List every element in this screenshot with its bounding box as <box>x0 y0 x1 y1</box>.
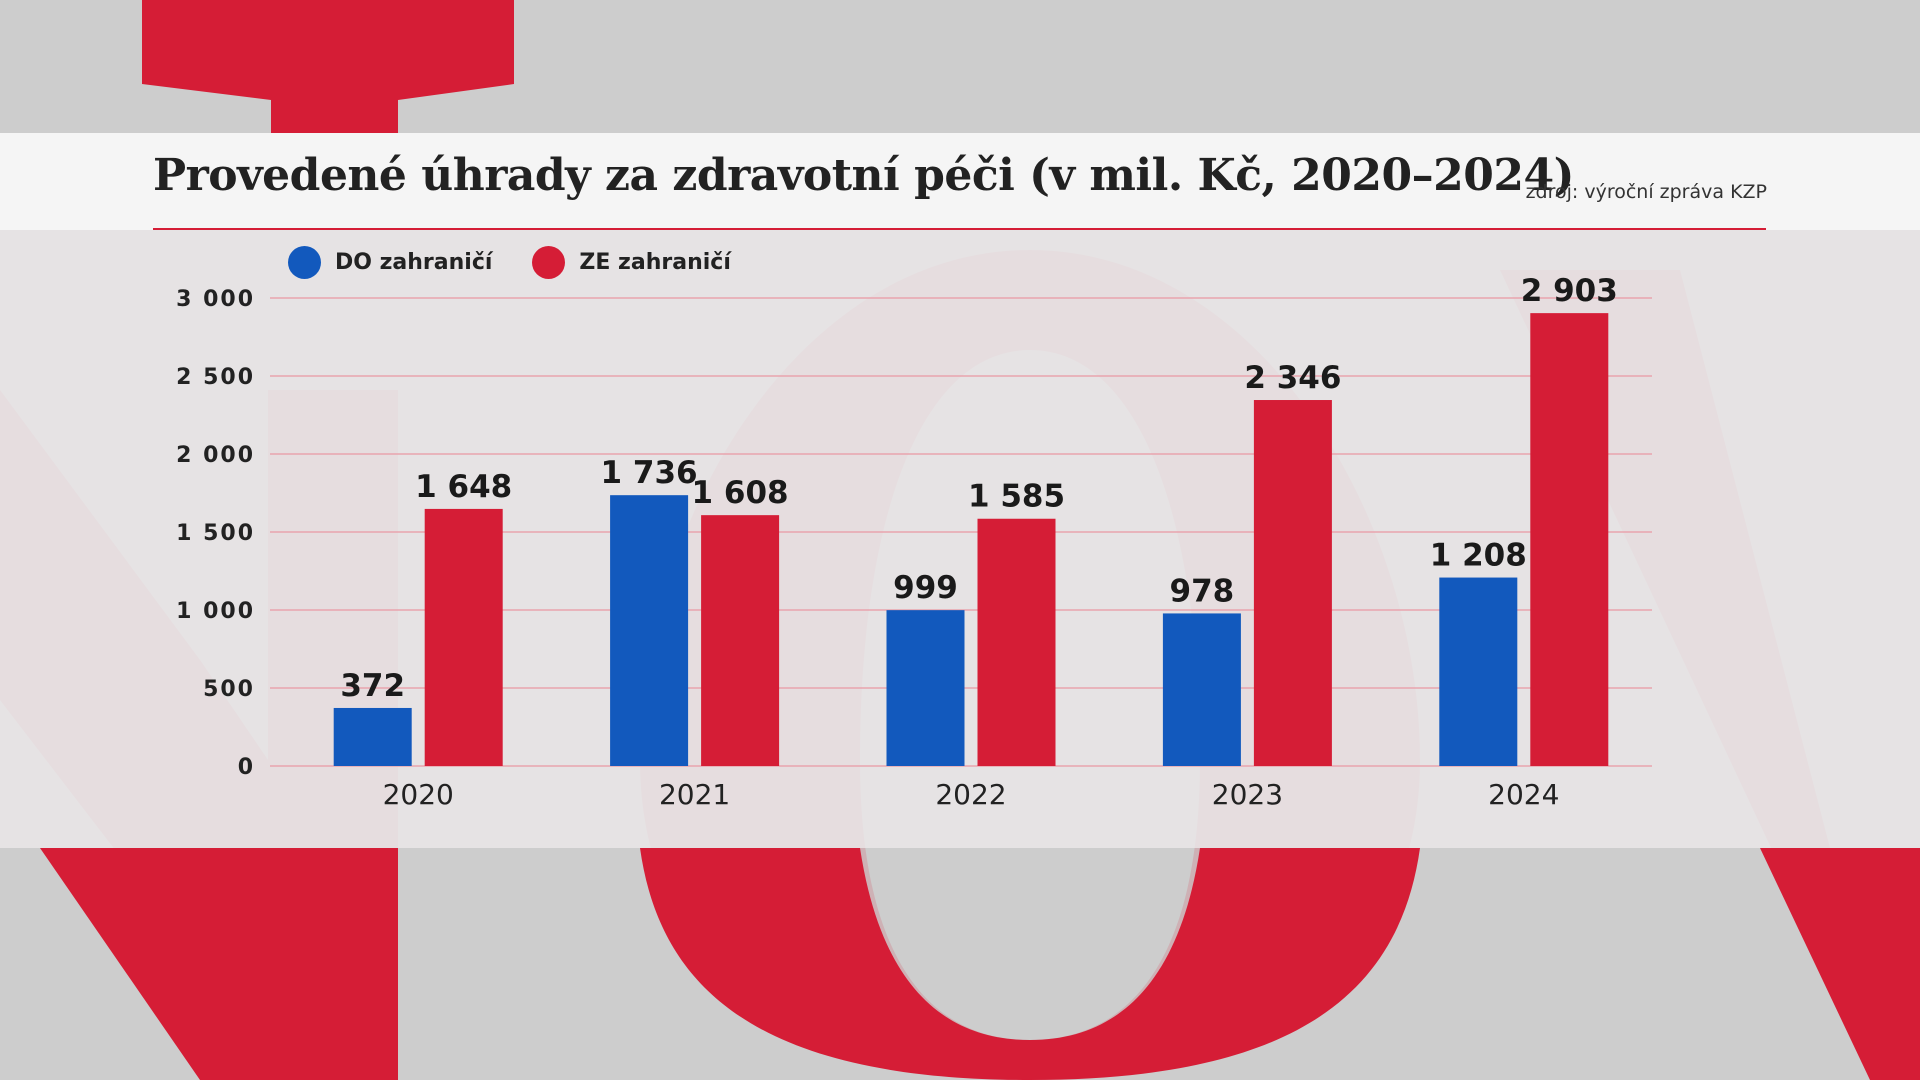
x-tick-label: 2024 <box>1488 778 1559 811</box>
data-label: 372 <box>340 668 405 704</box>
y-tick-label: 3 000 <box>176 287 255 312</box>
data-label: 2 903 <box>1521 273 1618 309</box>
x-tick-label: 2022 <box>935 778 1006 811</box>
x-tick-label: 2023 <box>1212 778 1283 811</box>
data-label: 999 <box>893 570 958 606</box>
y-tick-label: 1 500 <box>176 521 255 546</box>
legend-item-do: DO zahraničí <box>288 245 493 279</box>
legend-label-do: DO zahraničí <box>335 249 493 275</box>
data-label: 2 346 <box>1244 360 1341 396</box>
bar-do <box>886 610 965 766</box>
bar-do <box>1162 613 1241 766</box>
source-note: zdroj: výroční zpráva KZP <box>1525 181 1767 203</box>
chart-title: Provedené úhrady za zdravotní péči (v mi… <box>153 150 1574 201</box>
data-label: 1 736 <box>601 455 698 491</box>
data-label: 1 585 <box>968 479 1065 515</box>
x-tick-label: 2020 <box>383 778 454 811</box>
y-tick-label: 500 <box>203 677 255 702</box>
legend-dot-ze-icon <box>532 245 566 279</box>
data-label: 978 <box>1170 573 1235 609</box>
x-tick-label: 2021 <box>659 778 730 811</box>
legend: DO zahraničí ZE zahraničí <box>288 244 771 280</box>
bar-ze <box>1530 313 1609 766</box>
legend-dot-do-icon <box>288 245 321 279</box>
y-tick-label: 2 000 <box>176 443 255 468</box>
title-band <box>0 133 1920 230</box>
data-label: 1 648 <box>415 469 512 505</box>
bar-ze <box>977 518 1056 766</box>
bar-ze <box>424 508 503 766</box>
bar-do <box>1439 577 1518 766</box>
data-label: 1 208 <box>1430 538 1527 574</box>
title-underline <box>153 228 1766 230</box>
bar-do <box>610 495 689 766</box>
y-tick-label: 1 000 <box>176 599 255 624</box>
y-tick-label: 0 <box>238 755 255 780</box>
y-tick-label: 2 500 <box>176 365 255 390</box>
data-label: 1 608 <box>692 475 789 511</box>
legend-label-ze: ZE zahraničí <box>579 249 731 275</box>
bar-ze <box>701 515 780 766</box>
bar-ze <box>1253 400 1332 766</box>
bar-do <box>333 707 412 766</box>
legend-item-ze: ZE zahraničí <box>532 245 731 279</box>
